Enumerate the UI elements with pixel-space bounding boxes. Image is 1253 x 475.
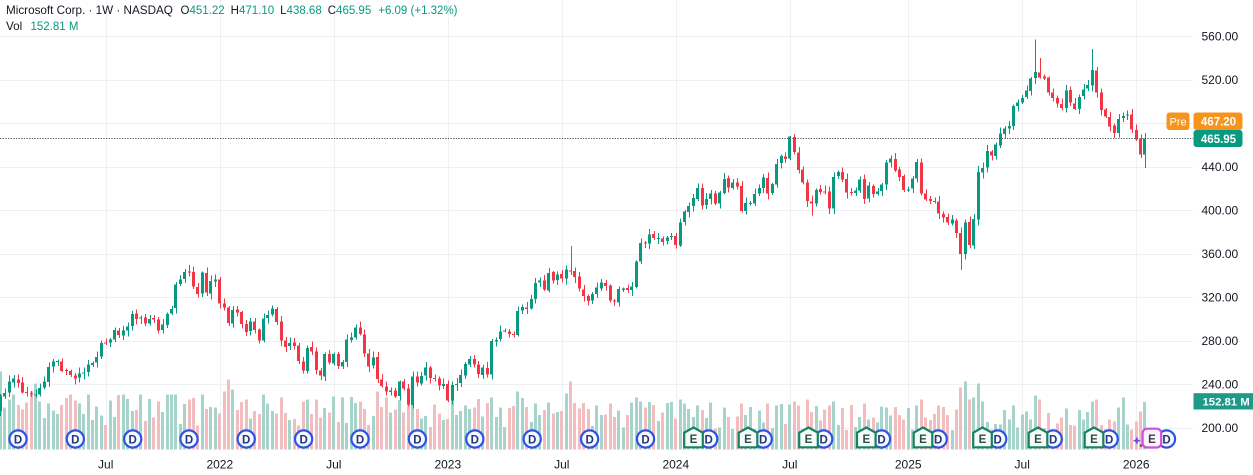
svg-text:E: E [744, 434, 752, 446]
svg-text:440.00: 440.00 [1202, 160, 1239, 174]
svg-text:200.00: 200.00 [1202, 421, 1239, 435]
svg-text:D: D [1162, 434, 1170, 446]
svg-text:D: D [129, 434, 137, 446]
svg-text:D: D [934, 434, 942, 446]
svg-text:E: E [862, 434, 870, 446]
svg-text:Jul: Jul [782, 458, 797, 472]
svg-text:2025: 2025 [895, 458, 922, 472]
svg-text:320.00: 320.00 [1202, 291, 1239, 305]
svg-text:Jul: Jul [1015, 458, 1030, 472]
svg-text:280.00: 280.00 [1202, 334, 1239, 348]
svg-text:D: D [585, 434, 593, 446]
svg-text:E: E [979, 434, 987, 446]
svg-text:D: D [994, 434, 1002, 446]
svg-text:2023: 2023 [434, 458, 461, 472]
svg-text:D: D [356, 434, 364, 446]
svg-text:D: D [185, 434, 193, 446]
svg-text:D: D [413, 434, 421, 446]
svg-text:D: D [705, 434, 713, 446]
svg-text:D: D [759, 434, 767, 446]
svg-text:D: D [1049, 434, 1057, 446]
svg-text:D: D [528, 434, 536, 446]
svg-text:D: D [1105, 434, 1113, 446]
svg-text:152.81 M: 152.81 M [1203, 397, 1250, 409]
svg-text:E: E [805, 434, 813, 446]
svg-text:467.20: 467.20 [1201, 117, 1236, 129]
svg-text:E: E [1148, 434, 1156, 446]
svg-text:152.81 M: 152.81 M [31, 21, 79, 33]
svg-text:E: E [919, 434, 927, 446]
svg-text:2024: 2024 [662, 458, 689, 472]
svg-text:Vol: Vol [6, 20, 22, 33]
svg-text:360.00: 360.00 [1202, 247, 1239, 261]
svg-text:E: E [1034, 434, 1042, 446]
svg-text:465.95: 465.95 [1201, 134, 1237, 146]
svg-text:Microsoft Corp. · 1W · NASDAQ: Microsoft Corp. · 1W · NASDAQ [6, 4, 173, 17]
svg-text:D: D [471, 434, 479, 446]
svg-text:D: D [242, 434, 250, 446]
svg-text:E: E [1090, 434, 1098, 446]
svg-text:D: D [14, 434, 22, 446]
svg-text:Jul: Jul [326, 458, 341, 472]
svg-text:2022: 2022 [206, 458, 233, 472]
svg-text:240.00: 240.00 [1202, 378, 1239, 392]
svg-text:400.00: 400.00 [1202, 204, 1239, 218]
svg-text:560.00: 560.00 [1202, 30, 1239, 44]
svg-text:520.00: 520.00 [1202, 73, 1239, 87]
svg-text:Pre: Pre [1169, 116, 1186, 128]
svg-text:Jul: Jul [554, 458, 569, 472]
svg-text:D: D [299, 434, 307, 446]
svg-text:D: D [820, 434, 828, 446]
svg-text:2026: 2026 [1123, 458, 1150, 472]
svg-text:D: D [641, 434, 649, 446]
svg-text:D: D [877, 434, 885, 446]
svg-text:D: D [71, 434, 79, 446]
svg-text:E: E [690, 434, 698, 446]
svg-text:Jul: Jul [98, 458, 113, 472]
